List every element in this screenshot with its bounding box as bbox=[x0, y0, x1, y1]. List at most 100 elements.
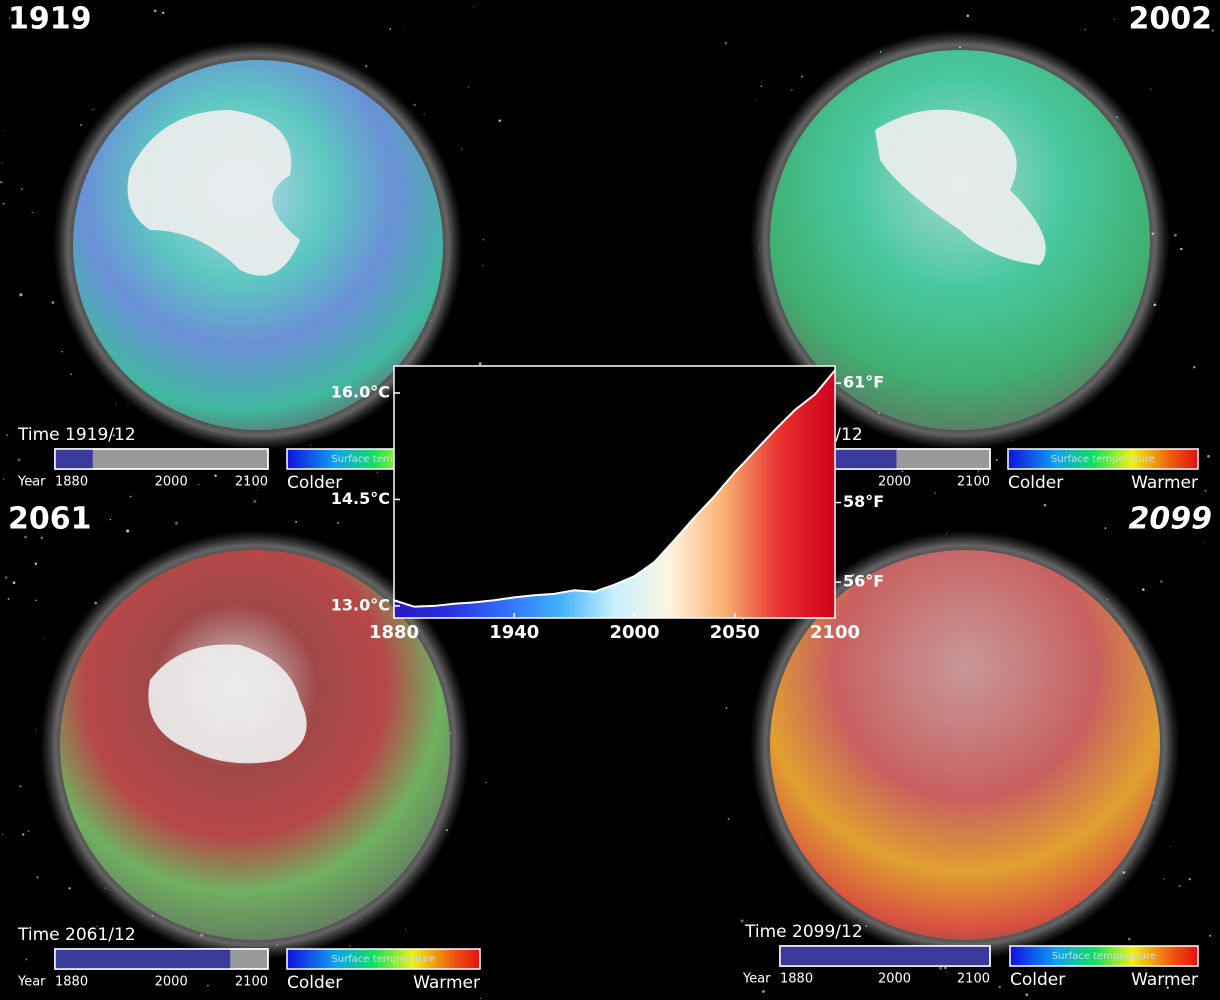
star bbox=[214, 474, 217, 477]
timeline-tick-label: 1880 bbox=[55, 975, 88, 990]
star bbox=[939, 966, 943, 970]
x-tick-label: 2100 bbox=[810, 622, 860, 643]
globe bbox=[770, 550, 1160, 940]
star bbox=[790, 88, 793, 91]
timeline-progress bbox=[780, 946, 990, 966]
star bbox=[901, 470, 904, 473]
star bbox=[478, 362, 482, 366]
legend-title: Surface temperature bbox=[1052, 951, 1156, 962]
star bbox=[761, 837, 763, 838]
star bbox=[946, 971, 948, 974]
timeline-tick-label: 2000 bbox=[878, 972, 911, 987]
star bbox=[725, 706, 728, 710]
star bbox=[1193, 365, 1196, 369]
timeline-tick-label: 2000 bbox=[155, 475, 188, 490]
timeline-tick-label: 1880 bbox=[780, 972, 813, 987]
star bbox=[109, 519, 111, 521]
star bbox=[0, 180, 3, 184]
star bbox=[1043, 503, 1047, 507]
star bbox=[327, 984, 331, 987]
star bbox=[825, 928, 827, 930]
star bbox=[1195, 517, 1198, 519]
star bbox=[755, 99, 757, 100]
star bbox=[8, 17, 10, 19]
star bbox=[485, 782, 487, 784]
star bbox=[727, 818, 730, 820]
legend-high: Warmer bbox=[1131, 970, 1198, 990]
legend-low: Colder bbox=[287, 973, 342, 993]
y2-tick-label: 56°F bbox=[843, 572, 884, 591]
star bbox=[1204, 490, 1207, 492]
y-tick-label: 14.5°C bbox=[331, 489, 390, 508]
timeline-tick-label: 2100 bbox=[957, 475, 990, 490]
star bbox=[7, 597, 10, 601]
star bbox=[1211, 29, 1215, 32]
x-tick-label: 1940 bbox=[489, 622, 539, 643]
star bbox=[998, 985, 1001, 989]
ice-cap bbox=[875, 109, 1046, 265]
star bbox=[36, 875, 40, 879]
star bbox=[16, 22, 18, 24]
star bbox=[376, 471, 378, 473]
star bbox=[1191, 983, 1193, 985]
x-tick-label: 2000 bbox=[609, 622, 659, 643]
star bbox=[70, 373, 72, 376]
star bbox=[96, 925, 98, 927]
star bbox=[1167, 478, 1171, 482]
star bbox=[1, 833, 3, 835]
panel: 2099 Time 2099/12 Year 1880 2000 2100 Surface … bbox=[742, 502, 1212, 991]
star bbox=[2, 478, 5, 481]
y2-tick-label: 61°F bbox=[843, 373, 884, 392]
star bbox=[1127, 937, 1131, 941]
star bbox=[153, 9, 157, 13]
star bbox=[404, 928, 407, 931]
star bbox=[1203, 542, 1204, 543]
star bbox=[1025, 993, 1029, 997]
legend-bar bbox=[286, 948, 481, 970]
star bbox=[2, 129, 4, 131]
star bbox=[79, 123, 83, 127]
star bbox=[290, 481, 292, 483]
globes bbox=[40, 30, 1180, 960]
star bbox=[977, 470, 980, 473]
star bbox=[402, 27, 404, 28]
time-label: Time 1919/12 bbox=[17, 425, 136, 445]
star bbox=[995, 459, 998, 462]
star bbox=[1145, 969, 1147, 971]
legend-low: Colder bbox=[1010, 970, 1065, 990]
area bbox=[394, 370, 835, 618]
star bbox=[340, 487, 342, 489]
star bbox=[934, 492, 937, 494]
star bbox=[1173, 233, 1177, 237]
panel-year: 2002 bbox=[1129, 2, 1213, 37]
time-label: Time 2061/12 bbox=[17, 925, 136, 945]
timeline-tick-label: 2100 bbox=[235, 475, 268, 490]
star bbox=[481, 264, 484, 267]
star bbox=[309, 444, 312, 446]
star bbox=[27, 830, 29, 832]
legend-high: Warmer bbox=[413, 973, 480, 993]
star bbox=[43, 638, 45, 640]
star bbox=[161, 11, 165, 15]
panel-year: 2061 bbox=[8, 502, 92, 537]
star bbox=[12, 581, 16, 585]
star bbox=[760, 85, 763, 88]
timeline-label: Year bbox=[17, 975, 46, 990]
timeline-frame bbox=[54, 948, 269, 970]
star bbox=[337, 521, 340, 524]
timeline-tick-label: 2100 bbox=[957, 972, 990, 987]
star bbox=[389, 28, 392, 30]
star bbox=[762, 990, 765, 993]
star bbox=[35, 599, 37, 602]
star bbox=[460, 147, 463, 150]
star bbox=[1142, 588, 1145, 591]
star bbox=[61, 351, 63, 353]
timeline-tick-label: 2000 bbox=[155, 975, 188, 990]
star bbox=[1104, 527, 1107, 529]
star bbox=[1113, 18, 1116, 20]
legend-title: Surface temperature bbox=[1051, 454, 1155, 465]
star bbox=[742, 618, 744, 621]
y2-tick-label: 58°F bbox=[843, 492, 884, 511]
star bbox=[1163, 877, 1165, 880]
